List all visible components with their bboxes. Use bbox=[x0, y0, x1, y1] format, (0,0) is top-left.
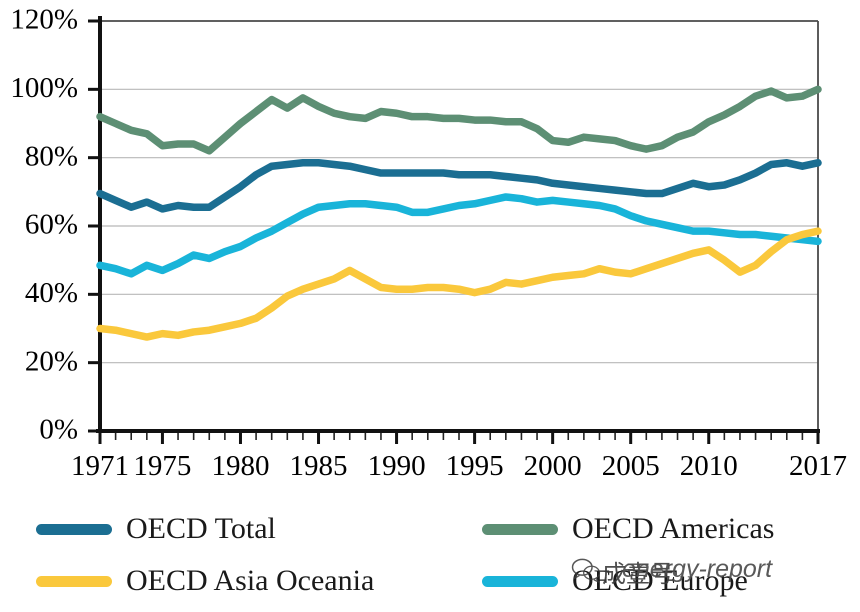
x-tick-label: 1971 bbox=[71, 450, 129, 482]
x-tick-label: 1985 bbox=[290, 450, 348, 482]
data-series bbox=[96, 85, 822, 341]
legend-item[interactable]: OECD Europe bbox=[470, 564, 860, 598]
x-tick-label: 1990 bbox=[368, 450, 426, 482]
x-axis-tick-labels: 1971 1975 1980 1985 1990 1995 2000 2005 2010 2017 bbox=[71, 450, 847, 482]
series-line-oecd-total bbox=[96, 159, 822, 213]
legend-swatch-oecd-americas bbox=[482, 523, 558, 535]
x-tick-label: 1975 bbox=[133, 450, 191, 482]
x-tick-label: 1995 bbox=[446, 450, 504, 482]
x-tick-label: 2005 bbox=[602, 450, 660, 482]
legend-label: OECD Europe bbox=[572, 564, 748, 597]
y-tick-label: 20% bbox=[25, 345, 78, 377]
series-line-oecd-asia-oceania bbox=[96, 227, 822, 341]
legend-label: OECD Total bbox=[126, 512, 276, 545]
y-axis-tick-labels: 120% 100% 80% 60% 40% 20% 0% bbox=[10, 4, 78, 446]
x-tick-label: 2010 bbox=[680, 450, 738, 482]
gridlines bbox=[100, 20, 818, 432]
y-tick-label: 80% bbox=[25, 140, 78, 172]
y-tick-label: 100% bbox=[10, 72, 78, 104]
legend-label: OECD Americas bbox=[572, 512, 775, 545]
x-tick-label: 1980 bbox=[211, 450, 269, 482]
series-line-oecd-americas bbox=[96, 85, 822, 155]
y-tick-label: 60% bbox=[25, 209, 78, 241]
legend-swatch-oecd-asia-oceania bbox=[36, 575, 112, 587]
legend-item[interactable]: OECD Asia Oceania bbox=[0, 564, 470, 598]
chart-legend: OECD Total OECD Americas OECD Asia Oceania… bbox=[0, 495, 860, 612]
legend-label: OECD Asia Oceania bbox=[126, 564, 375, 597]
legend-swatch-oecd-europe bbox=[482, 575, 558, 587]
y-tick-label: 120% bbox=[10, 4, 78, 36]
line-chart-svg: 120%100%80%60%40%20%0% 1971 1975 1980 1985 1… bbox=[10, 4, 847, 482]
plot-area-wrapper: 120% 100% 80% 60% 40% 20% 0% 1971 1975 1980 1985 1… bbox=[10, 4, 847, 482]
x-tick-label: 2000 bbox=[524, 450, 582, 482]
legend-item[interactable]: OECD Total bbox=[0, 512, 470, 546]
y-tick-label: 40% bbox=[25, 277, 78, 309]
x-tick-label: 2017 bbox=[789, 450, 847, 482]
legend-swatch-oecd-total bbox=[36, 523, 112, 535]
legend-item[interactable]: OECD Americas bbox=[470, 512, 860, 546]
y-tick-label: 0% bbox=[39, 414, 78, 446]
series-line-oecd-europe bbox=[96, 193, 822, 278]
